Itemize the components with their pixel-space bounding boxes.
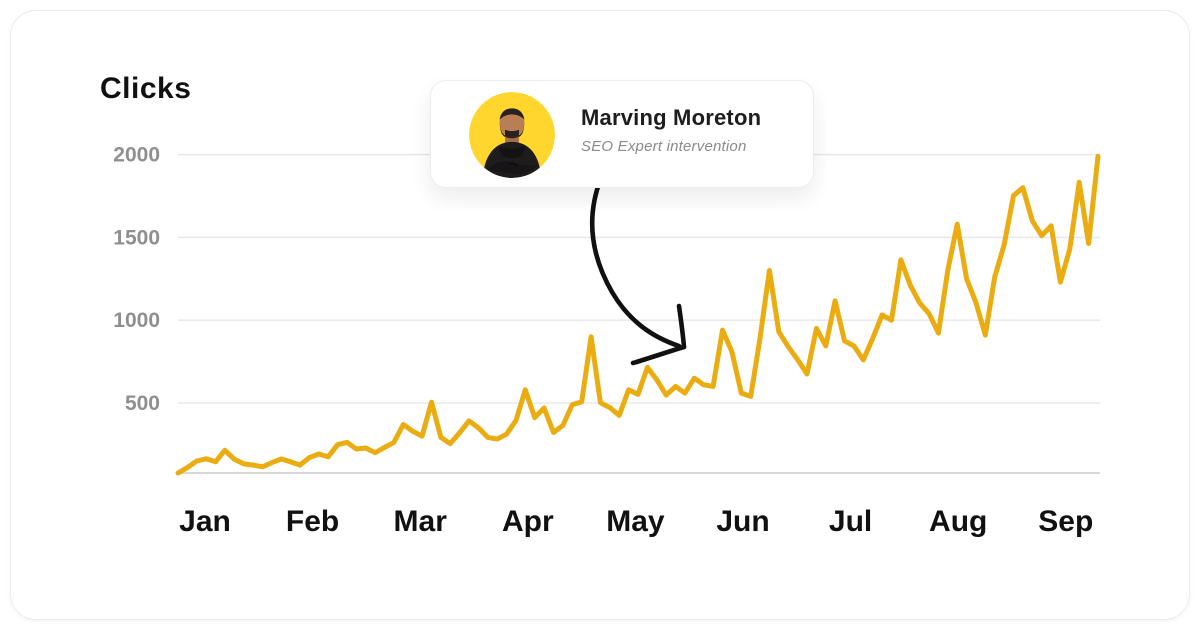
y-tick-label: 500	[125, 392, 160, 415]
avatar-illustration	[469, 92, 555, 178]
y-tick-label: 2000	[113, 144, 160, 167]
x-tick-label: Apr	[502, 505, 554, 538]
x-tick-label: May	[606, 505, 665, 538]
chart-title: Clicks	[100, 72, 192, 105]
expert-subtitle: SEO Expert intervention	[581, 138, 747, 155]
clicks-data-line	[175, 153, 1101, 476]
avatar	[469, 92, 555, 178]
x-tick-label: Jul	[829, 505, 872, 538]
x-tick-label: Feb	[286, 505, 339, 538]
expert-callout-card: Marving Moreton SEO Expert intervention	[430, 80, 814, 188]
x-tick-label: Aug	[929, 505, 987, 538]
y-tick-label: 1500	[113, 226, 160, 249]
x-tick-label: Sep	[1038, 505, 1093, 538]
x-tick-label: Mar	[394, 505, 448, 538]
x-tick-label: Jan	[179, 505, 231, 538]
y-tick-label: 1000	[113, 309, 160, 332]
x-tick-label: Jun	[716, 505, 769, 538]
expert-name: Marving Moreton	[581, 105, 762, 130]
